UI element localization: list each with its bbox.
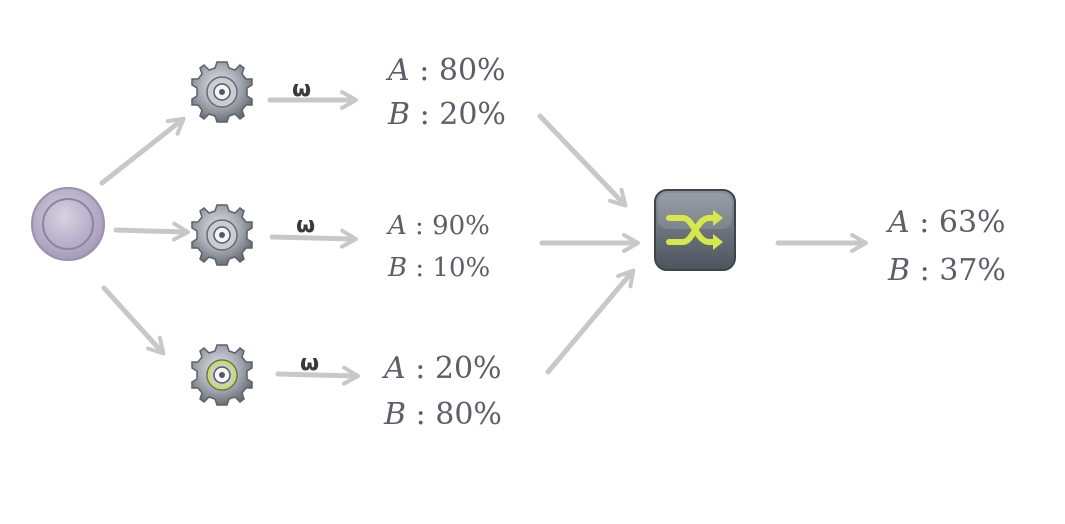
- arrow-source-to-gear-top: [99, 116, 186, 186]
- arrow-source-to-gear-middle: [113, 221, 190, 242]
- shuffle-icon: [654, 189, 736, 271]
- dist-row: A : 20%: [381, 351, 502, 386]
- source-circle-icon: [31, 187, 105, 261]
- distribution-top: A : 80% B : 20%: [385, 53, 506, 132]
- dist-row: A : 80%: [385, 53, 506, 88]
- arrow-dist-bottom-to-combiner: [545, 268, 636, 375]
- dist-row: B : 80%: [383, 397, 502, 432]
- dist-row: B : 20%: [387, 97, 506, 132]
- arrow-gear-to-dist-middle: [269, 228, 358, 249]
- omega-label: ω: [300, 351, 319, 376]
- dist-row: A : 90%: [386, 211, 490, 241]
- gear-icon: [191, 204, 253, 266]
- result-distribution: A : 63% B : 37%: [885, 205, 1006, 288]
- arrow-source-to-gear-bottom: [101, 285, 166, 356]
- dist-row: B : 10%: [387, 253, 490, 283]
- result-row: B : 37%: [887, 253, 1006, 288]
- gear-icon-highlighted: [191, 344, 253, 406]
- distribution-middle: A : 90% B : 10%: [386, 211, 490, 283]
- omega-label: ω: [296, 213, 315, 238]
- distribution-bottom: A : 20% B : 80%: [381, 351, 502, 432]
- gear-icon: [191, 61, 253, 123]
- omega-label: ω: [292, 77, 311, 102]
- arrow-gear-to-dist-bottom: [275, 365, 360, 386]
- arrow-dist-top-to-combiner: [537, 113, 628, 208]
- result-row: A : 63%: [885, 205, 1006, 240]
